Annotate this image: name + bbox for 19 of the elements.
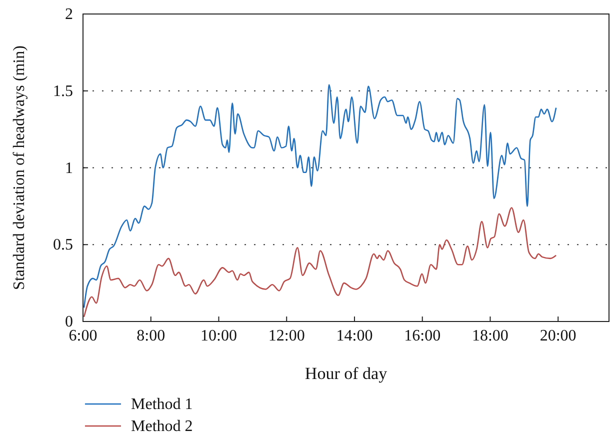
x-axis-title: Hour of day	[304, 364, 388, 383]
y-tick-label: 2	[65, 6, 73, 23]
x-tick-label: 12:00	[268, 328, 305, 344]
y-tick-label: 1	[65, 160, 73, 177]
legend-label: Method 1	[131, 396, 193, 413]
x-tick-label: 20:00	[540, 328, 576, 344]
y-tick-label: 0	[65, 314, 73, 330]
line-series	[83, 207, 557, 318]
x-tick-label: 6:00	[68, 328, 98, 344]
y-tick-label: 0.5	[53, 236, 73, 254]
x-tick-label: 10:00	[200, 328, 237, 344]
x-tick-label: 18:00	[472, 328, 508, 344]
x-tick-label: 16:00	[404, 328, 441, 344]
legend-label: Method 2	[131, 418, 193, 435]
line-series	[83, 84, 557, 308]
x-tick-label: 8:00	[136, 328, 166, 344]
x-tick-label: 14:00	[336, 328, 373, 344]
y-tick-label: 1.5	[53, 82, 73, 100]
y-axis-title: Standard deviation of headways (min)	[11, 46, 28, 290]
